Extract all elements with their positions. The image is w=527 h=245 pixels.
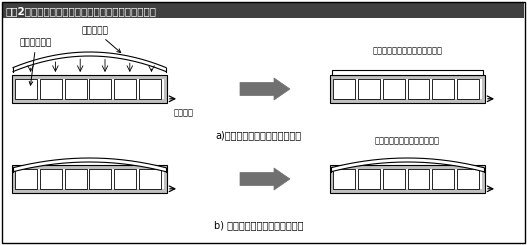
Bar [40, 79, 62, 99]
Text: 真空吸引: 真空吸引 [174, 109, 194, 118]
Bar [15, 169, 37, 189]
Bar [457, 79, 479, 99]
Text: 吸着テーブル: 吸着テーブル [20, 38, 52, 85]
Text: 【図2】ガラス基板の平坦変形と真空吸引の効き具合: 【図2】ガラス基板の平坦変形と真空吸引の効き具合 [6, 6, 157, 16]
Text: （真空吸引作用が効かない）: （真空吸引作用が効かない） [375, 136, 440, 145]
Bar [333, 169, 482, 189]
Bar [358, 169, 380, 189]
Bar [358, 79, 380, 99]
Bar [407, 169, 430, 189]
Polygon shape [13, 52, 166, 72]
Bar [333, 79, 355, 99]
Bar [90, 169, 111, 189]
Bar [432, 169, 454, 189]
Bar [12, 165, 167, 193]
Text: （真空吸引で吸着できている）: （真空吸引で吸着できている） [373, 46, 443, 55]
Bar [330, 75, 485, 103]
Bar [15, 169, 164, 189]
Bar [114, 169, 136, 189]
Bar [90, 79, 111, 99]
Bar [65, 169, 86, 189]
Text: ガラス基板: ガラス基板 [82, 26, 121, 53]
Bar [332, 70, 483, 75]
Bar [40, 169, 62, 189]
Bar [114, 79, 136, 99]
Bar [3, 3, 524, 18]
Polygon shape [331, 158, 484, 172]
Bar [330, 165, 485, 193]
FancyArrow shape [240, 78, 290, 100]
Bar [383, 169, 405, 189]
FancyArrow shape [240, 168, 290, 190]
Bar [12, 75, 167, 103]
Bar [333, 169, 355, 189]
Polygon shape [13, 158, 166, 172]
Text: a)凸状変形のガラス基板の場合: a)凸状変形のガラス基板の場合 [216, 130, 301, 140]
Bar [407, 79, 430, 99]
Bar [432, 79, 454, 99]
Text: b) 凹状変形のガラス基板の場合: b) 凹状変形のガラス基板の場合 [214, 220, 303, 230]
Bar [457, 169, 479, 189]
Bar [139, 79, 161, 99]
Bar [15, 79, 164, 99]
Bar [15, 79, 37, 99]
Bar [333, 79, 482, 99]
Bar [383, 79, 405, 99]
Bar [65, 79, 86, 99]
Bar [139, 169, 161, 189]
